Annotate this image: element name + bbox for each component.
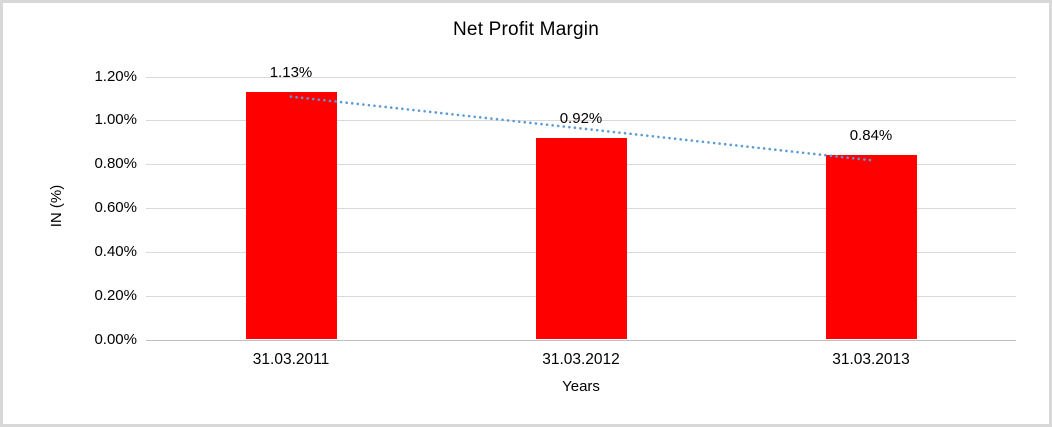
y-tick-label: 0.60% <box>94 199 137 216</box>
y-tick-label: 1.20% <box>94 67 137 85</box>
chart-title: Net Profit Margin <box>453 19 599 40</box>
y-tick-label: 0.00% <box>94 330 137 348</box>
bar-31.03.2012 <box>535 137 627 340</box>
plot-area: 0.00% 0.20% 0.40% 0.60% 0.80% 1.00% 1.20% 1.13%… <box>3 3 1049 424</box>
y-tick-label: 0.80% <box>94 155 137 173</box>
y-tick-label: 0.20% <box>94 286 137 304</box>
bar-31.03.2013 <box>825 155 917 340</box>
bar-value-label: 0.92% <box>559 109 603 127</box>
x-axis-line <box>146 339 1016 341</box>
y-tick-label: 0.40% <box>94 242 137 260</box>
bar-value-label: 1.13% <box>269 63 313 81</box>
x-category-label: 31.03.2011 <box>252 351 330 368</box>
y-tick-label: 1.00% <box>94 111 137 129</box>
bar-31.03.2011 <box>245 91 337 340</box>
x-category-label: 31.03.2012 <box>542 351 620 368</box>
gridline <box>146 76 1016 78</box>
bar-value-label: 0.84% <box>849 127 893 145</box>
x-category-label: 31.03.2013 <box>832 351 910 368</box>
x-axis-title: Years <box>562 378 600 395</box>
